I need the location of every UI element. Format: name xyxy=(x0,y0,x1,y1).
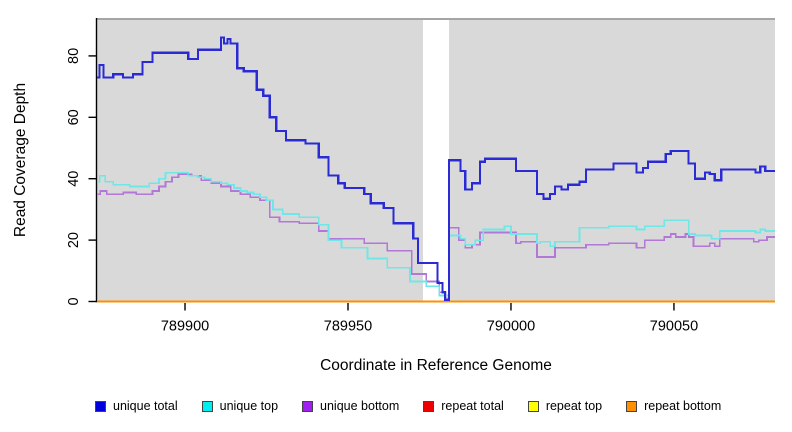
legend-item-unique-top: unique top xyxy=(201,399,279,413)
legend-label: unique total xyxy=(113,399,178,413)
legend-label: unique top xyxy=(219,399,279,413)
series-unique-total xyxy=(97,36,775,302)
legend-label: repeat bottom xyxy=(644,399,722,413)
repeat-total-swatch-icon xyxy=(423,400,435,412)
x-tick-label: 789900 xyxy=(161,319,209,335)
repeat-bottom-swatch-icon xyxy=(626,400,638,412)
x-tick-label: 790050 xyxy=(650,319,698,335)
y-tick-label: 40 xyxy=(66,171,82,187)
legend: unique total unique top unique bottom re… xyxy=(95,399,721,413)
legend-item-unique-total: unique total xyxy=(95,399,178,413)
repeat-top-swatch-icon xyxy=(527,400,539,412)
legend-label: unique bottom xyxy=(320,399,400,413)
unique-top-swatch-icon xyxy=(201,400,213,412)
legend-item-repeat-bottom: repeat bottom xyxy=(626,399,721,413)
x-tick-label: 789950 xyxy=(324,319,372,335)
legend-item-unique-bottom: unique bottom xyxy=(302,399,399,413)
legend-item-repeat-top: repeat top xyxy=(527,399,603,413)
plot-area: 0 20 40 60 80 789900 789950 790000 790050 xyxy=(66,18,775,335)
legend-label: repeat total xyxy=(441,399,504,413)
series-unique-top xyxy=(97,171,775,297)
y-tick-label: 60 xyxy=(66,109,82,125)
y-tick-label: 80 xyxy=(66,48,82,64)
x-axis-title: Coordinate in Reference Genome xyxy=(320,357,552,374)
unique-total-swatch-icon xyxy=(95,400,106,412)
unique-bottom-swatch-icon xyxy=(302,400,314,412)
y-axis-title: Read Coverage Depth xyxy=(12,82,29,238)
legend-label: repeat top xyxy=(545,399,603,413)
y-tick-label: 0 xyxy=(66,297,82,305)
highlight-band xyxy=(422,18,450,302)
x-tick-label: 790000 xyxy=(487,319,535,335)
y-tick-label: 20 xyxy=(66,232,82,248)
legend-item-repeat-total: repeat total xyxy=(423,399,504,413)
